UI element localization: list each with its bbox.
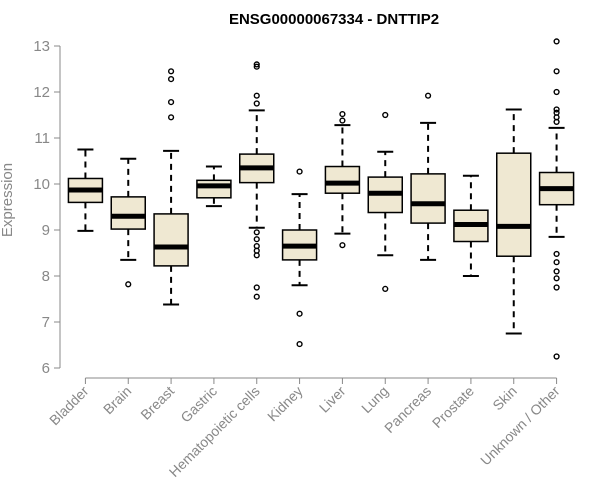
y-axis-title: Expression [0,163,16,237]
iqr-box [410,173,446,224]
iqr-box [110,196,146,230]
y-tick-label: 9 [42,222,50,239]
outlier-point [339,110,346,118]
boxes [67,38,575,360]
x-tick-label: Liver [316,383,349,416]
iqr-box [196,179,232,199]
y-tick-label: 7 [42,314,50,331]
outlier-point [553,109,560,116]
box-breast [153,68,189,306]
y-tick-label: 13 [33,38,50,55]
outlier-point [553,268,560,275]
outlier-point [253,100,260,107]
outlier-point [553,68,560,75]
x-tick-label: Bladder [46,383,92,429]
outlier-point [553,88,560,96]
outlier-point [424,92,432,99]
box-skin [496,108,532,335]
outlier-point [553,250,560,258]
box-pancreas [410,92,446,261]
outlier-point [382,285,389,292]
outlier-point [296,310,303,317]
outlier-point [553,38,560,45]
outlier-point [553,275,560,282]
x-tick-label: Skin [489,383,520,414]
outlier-point [167,68,175,75]
y-tick-label: 10 [33,176,50,193]
x-tick-label: Lung [358,383,391,416]
iqr-box [324,165,361,194]
outlier-point [553,259,560,266]
outlier-point [553,353,560,360]
outlier-point [125,281,132,288]
outlier-point [382,111,389,119]
box-brain [110,157,146,288]
outlier-point [296,168,303,175]
y-axis: 6 7 8 9 10 11 12 13 [33,38,61,377]
outlier-point [296,340,303,348]
box-bladder [67,148,104,232]
outlier-point [339,117,346,124]
outlier-point [253,63,260,70]
x-tick-label: Pancreas [381,383,434,436]
box-gastric [196,165,232,208]
outlier-point [253,293,260,300]
box-prostate [453,174,489,277]
chart-title: ENSG00000067334 - DNTTIP2 [229,11,439,28]
outlier-point [553,106,560,113]
x-tick-label: Gastric [177,383,220,426]
x-tick-label: Breast [137,383,177,423]
iqr-box [496,152,532,257]
x-tick-label: Kidney [264,383,306,425]
iqr-box [153,213,189,267]
outlier-point [253,92,260,99]
outlier-point [253,229,260,236]
box-unknown-other [538,38,575,360]
x-tick-label: Prostate [429,383,477,431]
outlier-point [339,242,346,249]
outlier-point [167,76,175,83]
x-tick-label: Unknown / Other [477,383,563,469]
outlier-point [253,236,260,243]
outlier-point [253,243,260,250]
y-tick-label: 8 [42,268,50,285]
box-kidney [281,168,318,348]
outlier-point [253,61,260,68]
y-tick-label: 6 [42,360,50,377]
outlier-point [167,99,175,106]
outlier-point [167,114,175,121]
x-tick-label: Brain [100,383,134,417]
y-tick-label: 12 [33,84,50,101]
outlier-point [253,284,260,291]
box-hematopoietic-cells [239,61,275,300]
box-liver [324,110,361,249]
box-lung [367,111,403,292]
y-tick-label: 11 [34,130,50,147]
outlier-point [553,284,560,291]
